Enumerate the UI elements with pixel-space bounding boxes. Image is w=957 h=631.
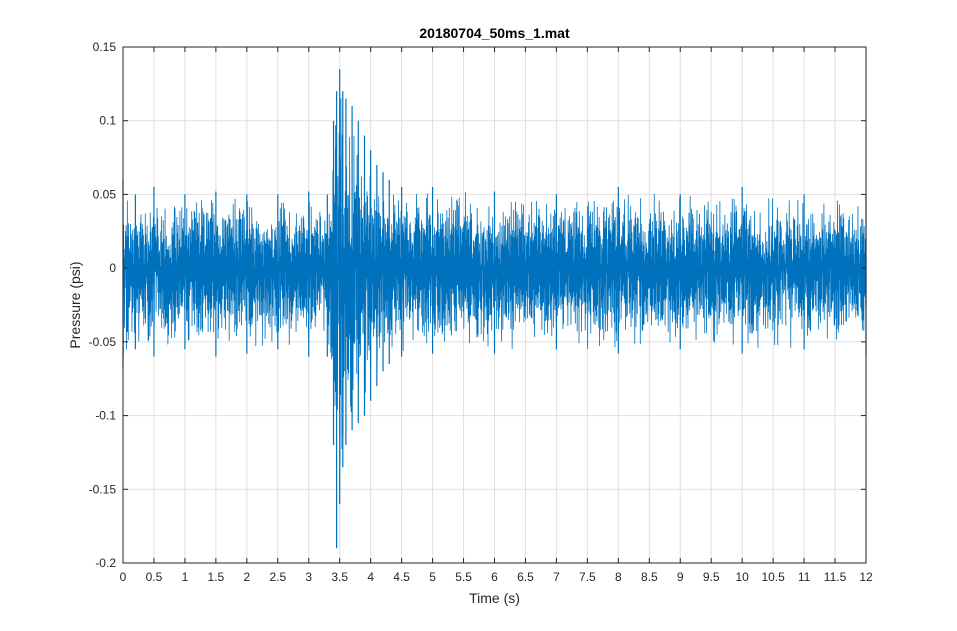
x-tick-label: 4.5	[393, 570, 410, 584]
x-tick-label: 11	[798, 570, 811, 584]
y-axis-label: Pressure (psi)	[67, 261, 83, 348]
y-tick-label: 0.05	[93, 187, 117, 201]
x-tick-label: 9.5	[703, 570, 720, 584]
x-tick-label: 0	[120, 570, 127, 584]
x-tick-label: 6	[491, 570, 498, 584]
x-tick-label: 10.5	[761, 570, 785, 584]
x-tick-label: 8.5	[641, 570, 658, 584]
x-tick-label: 2	[243, 570, 250, 584]
x-tick-label: 6.5	[517, 570, 534, 584]
x-tick-label: 2.5	[269, 570, 286, 584]
x-tick-label: 11.5	[824, 570, 847, 584]
y-tick-label: -0.1	[95, 409, 116, 423]
y-tick-label: 0.15	[93, 40, 117, 54]
x-tick-label: 8	[615, 570, 622, 584]
y-tick-label: -0.2	[95, 556, 116, 570]
x-tick-label: 7.5	[579, 570, 596, 584]
axis-ticks: 0 0.5 1 1.5 2 2.5 3 3.5 4 4.5 5 5.5 6 6.5 7 7.5 8 8.5 9 9.5…	[89, 40, 873, 584]
y-tick-label: -0.15	[89, 482, 117, 496]
x-tick-label: 7	[553, 570, 560, 584]
y-tick-label: 0	[109, 261, 116, 275]
chart-title: 20180704_50ms_1.mat	[419, 25, 570, 41]
x-tick-label: 1	[182, 570, 189, 584]
x-axis-label: Time (s)	[469, 590, 520, 606]
x-tick-label: 9	[677, 570, 684, 584]
x-tick-label: 3.5	[331, 570, 348, 584]
x-tick-label: 12	[859, 570, 873, 584]
y-tick-label: 0.1	[99, 114, 116, 128]
x-tick-label: 5	[429, 570, 436, 584]
x-tick-label: 10	[735, 570, 749, 584]
x-tick-label: 0.5	[146, 570, 163, 584]
x-tick-label: 3	[305, 570, 312, 584]
x-tick-label: 5.5	[455, 570, 472, 584]
x-tick-label: 4	[367, 570, 374, 584]
y-tick-label: -0.05	[89, 335, 117, 349]
x-tick-label: 1.5	[208, 570, 225, 584]
